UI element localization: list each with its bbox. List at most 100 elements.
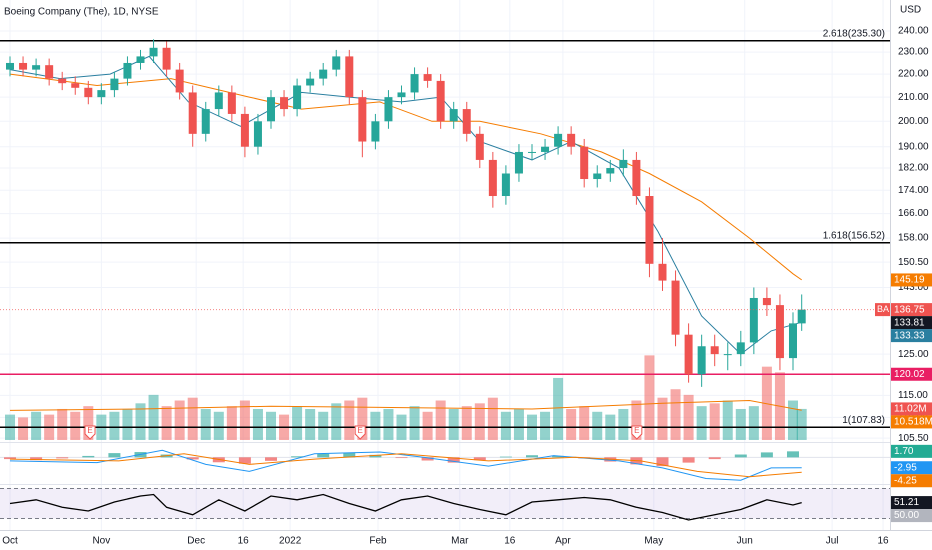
price-tag bbox=[891, 316, 932, 330]
volume-bar bbox=[592, 411, 603, 440]
signal-line bbox=[9, 453, 802, 478]
volume-bar bbox=[409, 406, 420, 440]
candle-body bbox=[554, 133, 563, 147]
x-tick-label: Nov bbox=[92, 536, 110, 547]
volume-bar bbox=[331, 403, 342, 440]
volume-bar bbox=[292, 406, 303, 440]
macd-histogram-bar bbox=[447, 457, 460, 463]
rsi-line bbox=[9, 493, 802, 521]
y-tick-label: 174.00 bbox=[898, 185, 929, 196]
earnings-marker bbox=[354, 425, 366, 440]
macd-histogram-bar bbox=[56, 457, 69, 459]
volume-bar bbox=[174, 400, 185, 440]
volume-bar bbox=[644, 355, 655, 440]
level-label: 2.618(235.30) bbox=[823, 28, 885, 39]
price-tag bbox=[891, 415, 932, 429]
price-tag bbox=[891, 496, 932, 510]
candle-body bbox=[397, 92, 406, 98]
x-tick-label: Jun bbox=[737, 536, 753, 547]
candle-body bbox=[227, 92, 236, 114]
candle-body bbox=[97, 90, 106, 98]
volume-bar bbox=[735, 408, 746, 440]
candle-body bbox=[645, 196, 654, 264]
macd-histogram-bar bbox=[30, 457, 43, 461]
candle-body bbox=[527, 151, 536, 153]
x-tick-label: Apr bbox=[555, 536, 571, 547]
volume-layer bbox=[5, 355, 807, 440]
candle-body bbox=[384, 97, 393, 122]
earnings-marker bbox=[84, 425, 96, 440]
y-tick-label: 220.00 bbox=[898, 69, 929, 80]
candle-body bbox=[593, 173, 602, 180]
volume-bar bbox=[670, 389, 681, 440]
volume-bar bbox=[500, 411, 511, 440]
candle-body bbox=[619, 159, 628, 169]
candle-body bbox=[319, 69, 328, 79]
candle-body bbox=[710, 346, 719, 355]
volume-bar bbox=[213, 411, 224, 440]
candle-body bbox=[345, 56, 354, 98]
candle-body bbox=[501, 173, 510, 197]
volume-bar bbox=[683, 394, 694, 440]
candle-body bbox=[449, 109, 458, 122]
price-tag-label: 11.02M bbox=[894, 404, 927, 415]
candle-body bbox=[514, 151, 523, 174]
currency-label: USD bbox=[900, 5, 921, 16]
candle-body bbox=[306, 78, 315, 86]
macd-histogram-bar bbox=[656, 457, 669, 467]
volume-bar bbox=[618, 408, 629, 440]
earnings-label: E bbox=[358, 426, 363, 435]
candle-body bbox=[32, 65, 41, 70]
macd-histogram-bar bbox=[473, 457, 486, 461]
volume-bar bbox=[357, 397, 368, 440]
volume-bar bbox=[344, 400, 355, 440]
volume-bar bbox=[435, 400, 446, 440]
x-tick-label: Oct bbox=[2, 536, 18, 547]
volume-bar bbox=[461, 406, 472, 440]
candle-body bbox=[84, 87, 93, 98]
candle-body bbox=[201, 109, 210, 134]
macd-histogram-bar bbox=[708, 457, 721, 460]
volume-bar bbox=[122, 408, 133, 440]
volume-bar bbox=[748, 406, 759, 440]
y-tick-label: 143.00 bbox=[898, 282, 929, 293]
moving-average bbox=[9, 73, 802, 281]
price-tag-label: 10.518M bbox=[894, 417, 932, 428]
chart-title: Boeing Company (The), 1D, NYSE bbox=[4, 7, 159, 18]
volume-bar bbox=[305, 408, 316, 440]
volume-bar bbox=[422, 411, 433, 440]
volume-bar bbox=[540, 411, 551, 440]
candle-body bbox=[332, 56, 341, 70]
price-layer: 2.618(235.30) 1.618(156.52) 1(107.83) E E E bbox=[0, 28, 890, 440]
price-tag bbox=[891, 367, 932, 381]
price-tag bbox=[891, 444, 932, 458]
earnings-label: E bbox=[87, 426, 92, 435]
x-tick-label: 16 bbox=[238, 536, 250, 547]
x-tick-label: Dec bbox=[187, 536, 205, 547]
macd-histogram-bar bbox=[343, 452, 356, 458]
price-tag-label: 145.19 bbox=[894, 275, 925, 286]
macd-histogram-bar bbox=[291, 456, 304, 458]
candle-body bbox=[6, 62, 15, 70]
candle-body bbox=[697, 346, 706, 375]
price-tag bbox=[891, 329, 932, 343]
volume-bar bbox=[579, 406, 590, 440]
y-tick-label: 158.00 bbox=[898, 233, 929, 244]
candle-body bbox=[671, 280, 680, 335]
macd-histogram-bar bbox=[786, 451, 799, 458]
volume-bar bbox=[383, 408, 394, 440]
earnings-marker bbox=[631, 425, 643, 440]
y-tick-label: 105.50 bbox=[898, 433, 929, 444]
volume-bar bbox=[709, 403, 720, 440]
x-tick-label: Mar bbox=[451, 536, 469, 547]
candle-body bbox=[423, 74, 432, 81]
candle-body bbox=[149, 47, 158, 57]
candle-body bbox=[723, 354, 732, 356]
candle-body bbox=[658, 263, 667, 281]
price-tag-label: 133.81 bbox=[894, 317, 925, 328]
y-tick-label: 230.00 bbox=[898, 47, 929, 58]
candle-body bbox=[462, 109, 471, 134]
macd-histogram-bar bbox=[525, 455, 538, 458]
volume-bar bbox=[722, 400, 733, 440]
volume-bar bbox=[18, 417, 29, 440]
